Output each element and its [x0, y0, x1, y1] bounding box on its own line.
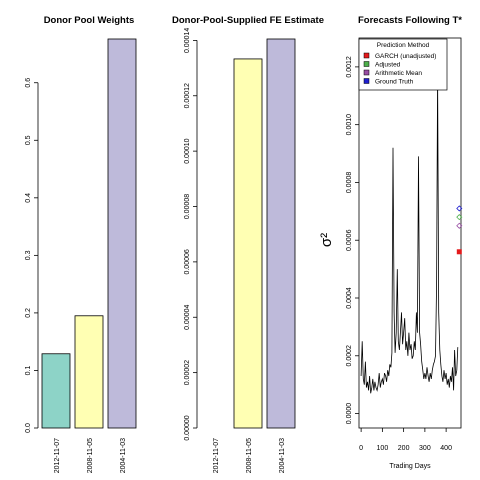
forecast-point	[456, 249, 462, 255]
y-axis: 0.00000 0.00002 0.00004 0.00006 0.00008 0.000…	[184, 28, 198, 441]
y-axis: 0.0 0.1 0.2 0.3 0.4 0.5 0.6	[25, 78, 39, 433]
y-tick-label: 0.3	[25, 250, 32, 260]
legend-swatch	[363, 69, 370, 76]
category-label: 2004-11-03	[120, 438, 127, 473]
legend-title: Prediction Method	[377, 42, 430, 49]
y-tick-label: 0.0002	[346, 345, 353, 367]
chart-title: Donor-Pool-Supplied FE Estimate	[172, 15, 324, 26]
y-tick-label: 0.5	[25, 135, 32, 145]
y-tick-label: 0.4	[25, 193, 32, 203]
category-label: 2012-11-07	[54, 438, 61, 473]
forecast-point	[456, 222, 463, 229]
bar	[74, 315, 104, 429]
legend-swatch	[363, 61, 370, 67]
bar	[41, 353, 71, 429]
chart-title: Forecasts Following T*	[358, 15, 462, 26]
volatility-line	[360, 72, 459, 394]
forecast-point	[456, 214, 463, 221]
forecast-points	[456, 205, 463, 255]
x-tick-label: 400	[440, 445, 452, 452]
y-tick-label: 0.00004	[184, 304, 191, 329]
y-tick-label: 0.00002	[184, 360, 191, 385]
category-label: 2004-11-03	[279, 438, 286, 473]
panel-fe-estimate: Donor-Pool-Supplied FE Estimate 0.000000…	[172, 15, 324, 473]
series-line	[360, 72, 459, 394]
y-tick-label: 0.2	[25, 308, 32, 318]
forecast-point	[456, 205, 463, 212]
bar	[266, 38, 296, 429]
y-tick-label: 0.00010	[184, 138, 191, 163]
y-axis: 0.0000 0.0002 0.0004 0.0006 0.0008 0.0010 0.00…	[346, 56, 359, 424]
y-tick-label: 0.0004	[346, 287, 353, 309]
y-tick-label: 0.00006	[184, 249, 191, 274]
y-tick-label: 0.0000	[346, 403, 353, 425]
legend-label: GARCH (unadjusted)	[375, 53, 436, 60]
x-axis: 0 100 200 300 400	[359, 428, 452, 452]
legend-label: Ground Truth	[375, 79, 414, 86]
category-label: 2012-11-07	[213, 438, 220, 473]
x-tick-label: 300	[419, 445, 431, 452]
category-labels: 2012-11-07 2008-11-05 2004-11-03	[213, 438, 286, 473]
y-tick-label: 0.00012	[184, 83, 191, 108]
panel-donor-pool-weights: Donor Pool Weights 0.0 0.1 0.2 0.3 0.4 0.5 0.6…	[25, 15, 137, 473]
x-tick-label: 0	[359, 445, 363, 452]
legend-label: Arithmetic Mean	[375, 70, 422, 77]
y-tick-label: 0.0010	[346, 114, 353, 136]
y-tick-label: 0.00014	[184, 28, 191, 53]
y-tick-label: 0.6	[25, 78, 32, 88]
x-tick-label: 200	[398, 445, 410, 452]
y-tick-label: 0.0008	[346, 172, 353, 194]
y-tick-label: 0.0012	[346, 56, 353, 78]
legend-box	[358, 38, 448, 91]
legend-label: Adjusted	[375, 62, 401, 69]
bar	[107, 38, 137, 429]
y-tick-label: 0.00008	[184, 194, 191, 219]
y-tick-label: 0.00000	[184, 415, 191, 440]
bar-group	[233, 38, 296, 429]
chart-title: Donor Pool Weights	[44, 15, 135, 26]
y-tick-label: 0.0006	[346, 229, 353, 251]
category-labels: 2012-11-07 2008-11-05 2004-11-03	[54, 438, 127, 473]
bar-group	[41, 38, 137, 429]
y-axis-label: σ²	[318, 233, 335, 247]
category-label: 2008-11-05	[246, 438, 253, 473]
x-tick-label: 100	[377, 445, 389, 452]
bar	[233, 58, 263, 429]
y-tick-label: 0.1	[25, 365, 32, 375]
legend: Prediction Method GARCH (unadjusted) Adju…	[358, 38, 448, 91]
category-label: 2008-11-05	[87, 438, 94, 473]
plot-frame	[358, 37, 462, 429]
legend-swatch	[363, 78, 370, 84]
panel-forecasts: Forecasts Following T* 0.00000.00020.000…	[318, 15, 463, 470]
y-tick-label: 0.0	[25, 423, 32, 433]
x-axis-label: Trading Days	[389, 463, 431, 470]
legend-swatch	[363, 52, 370, 59]
